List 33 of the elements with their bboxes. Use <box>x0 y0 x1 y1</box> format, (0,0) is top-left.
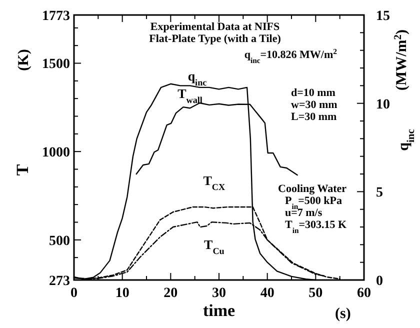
y-axis-title: T <box>13 164 32 176</box>
x-tick-label: 50 <box>308 286 323 301</box>
y2-tick-label: 15 <box>376 9 390 24</box>
series-label: T$_{CX}$ <box>203 173 226 192</box>
annotation: Cooling Water <box>278 183 347 195</box>
series-label: T$_{Cu}$ <box>204 236 224 256</box>
annotation: u=7 m/s <box>285 207 323 219</box>
text: (s) <box>335 306 351 322</box>
y-tick-label: 1000 <box>42 146 70 161</box>
y2-tick-label: 10 <box>376 97 390 112</box>
annotation: q$_{inc}$=10.826 MW/m$^{2}$ <box>244 46 338 64</box>
annotation: L=30 mm <box>291 111 337 123</box>
x-tick-label: 60 <box>357 286 371 301</box>
text: (K) <box>16 49 32 71</box>
series-label: T$_{wall}$ <box>178 86 203 106</box>
y-tick-label: 500 <box>49 234 70 249</box>
annotation: d=10 mm <box>291 87 336 99</box>
y-tick-label: 1773 <box>42 9 70 24</box>
x-tick-label: 30 <box>212 286 226 301</box>
x-axis-title: time <box>202 301 236 320</box>
x-tick-label: 0 <box>70 286 78 301</box>
text: Flat-Plate Type (with a Tile) <box>149 33 282 45</box>
text: Experimental Data at NIFS <box>150 21 280 33</box>
annotation: w=30 mm <box>291 99 338 111</box>
y-tick-label: 273 <box>49 274 70 289</box>
annotation: T$_{in}$=303.15 K <box>285 219 348 234</box>
x-tick-label: 20 <box>164 286 178 301</box>
y2-tick-label: 0 <box>376 274 383 289</box>
x-tick-label: 10 <box>115 286 130 301</box>
y-tick-label: 1500 <box>42 57 70 72</box>
x-tick-label: 40 <box>260 286 274 301</box>
series-label: q$_{inc}$ <box>188 68 207 88</box>
y2-tick-label: 5 <box>376 186 383 201</box>
